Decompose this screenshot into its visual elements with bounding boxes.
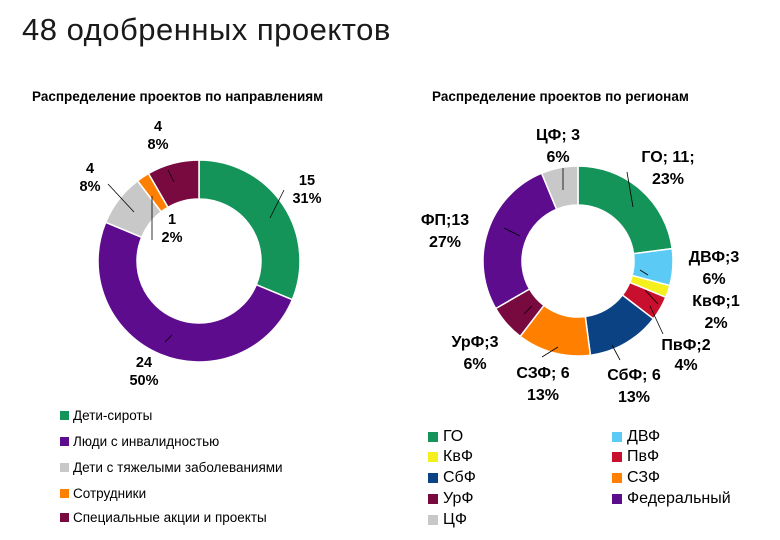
legend-item: СЗФ [612, 469, 660, 487]
leader-line [164, 334, 173, 343]
leader-line [503, 227, 521, 237]
legend-label: ГО [443, 428, 464, 445]
data-label: ЦФ; 3 6% [536, 127, 580, 166]
slice-akcii [147, 159, 200, 209]
leader-line [649, 305, 664, 335]
data-labels: 15 31% 24 50% 4 8% 1 2% 4 8% ГО; 11; 23% ЦФ; 3 6% ФП;1… [80, 119, 740, 406]
legend-item: Сотрудники [60, 486, 146, 501]
legend-label: Специальные акции и проекты [73, 510, 267, 525]
leader-line [523, 305, 533, 315]
leader-line [541, 346, 559, 358]
legend-swatch [60, 411, 69, 420]
legend-label: ДВФ [627, 428, 661, 445]
legend-swatch [428, 494, 438, 504]
data-label: КвФ;1 2% [692, 293, 740, 332]
legend-swatch [60, 463, 69, 472]
legend-item: ГО [428, 428, 463, 446]
legend-item: Федеральный [612, 490, 731, 508]
legend-swatch [60, 513, 69, 522]
legend-label: Люди с инвалидностью [73, 434, 220, 449]
legend-label: Дети с тяжелыми заболеваниями [73, 460, 283, 475]
slice-fp [482, 172, 558, 310]
legend-label: Федеральный [627, 490, 731, 507]
legend-swatch [428, 473, 438, 483]
slice-deti-siroty [198, 159, 301, 301]
legend-swatch [612, 432, 622, 442]
left-chart-title: Распределение проектов по направлениям [32, 89, 323, 104]
legend-swatch [60, 489, 69, 498]
left-donut [97, 159, 301, 363]
legend-swatch [612, 494, 622, 504]
legend-item: ДВФ [612, 428, 660, 446]
leader-line [167, 169, 175, 183]
leader-lines [107, 168, 664, 361]
legend-label: СбФ [443, 469, 476, 486]
legend-item: Дети-сироты [60, 408, 152, 423]
legend-item: ПвФ [612, 448, 659, 466]
data-label: СЗФ; 6 13% [516, 365, 569, 404]
data-label: ГО; 11; 23% [641, 149, 694, 188]
legend-item: СбФ [428, 469, 476, 487]
leader-line [639, 269, 649, 276]
data-label: 24 50% [129, 355, 158, 389]
legend-item: Дети с тяжелыми заболеваниями [60, 460, 283, 475]
data-label: СбФ; 6 13% [607, 367, 661, 406]
slice-cf [540, 165, 579, 211]
legend-swatch [612, 473, 622, 483]
legend-swatch [428, 515, 438, 525]
legend-item: УрФ [428, 490, 474, 508]
legend-label: ЦФ [443, 511, 467, 528]
legend-item: ЦФ [428, 511, 467, 529]
data-label: 15 31% [292, 173, 321, 207]
page-title: 48 одобренных проектов [22, 12, 391, 47]
data-label: 4 8% [148, 119, 169, 153]
leader-line [644, 289, 659, 305]
legend-swatch [612, 452, 622, 462]
legend-item: Специальные акции и проекты [60, 510, 267, 525]
legend-item: Люди с инвалидностью [60, 434, 219, 449]
data-label: ДВФ;3 6% [689, 249, 740, 288]
data-label: ПвФ;2 4% [661, 337, 710, 374]
legend-label: Дети-сироты [73, 408, 153, 423]
legend-swatch [428, 432, 438, 442]
right-chart-title: Распределение проектов по регионам [432, 89, 689, 104]
right-donut [482, 165, 674, 357]
leader-line [269, 189, 285, 219]
legend-label: КвФ [443, 448, 473, 465]
legend-label: УрФ [443, 490, 474, 507]
data-label: ФП;13 27% [421, 212, 469, 251]
slice-invalidnost [97, 221, 294, 363]
legend-label: СЗФ [627, 469, 661, 486]
leader-line [611, 344, 621, 361]
legend-swatch [60, 437, 69, 446]
legend-swatch [428, 452, 438, 462]
legend-label: Сотрудники [73, 486, 147, 501]
legend-label: ПвФ [627, 448, 660, 465]
data-label: УрФ;3 6% [452, 334, 499, 373]
data-label: 1 2% [162, 212, 183, 246]
leader-line [626, 171, 634, 208]
legend-item: КвФ [428, 448, 473, 466]
leader-line [107, 183, 135, 213]
data-label: 4 8% [80, 161, 101, 195]
